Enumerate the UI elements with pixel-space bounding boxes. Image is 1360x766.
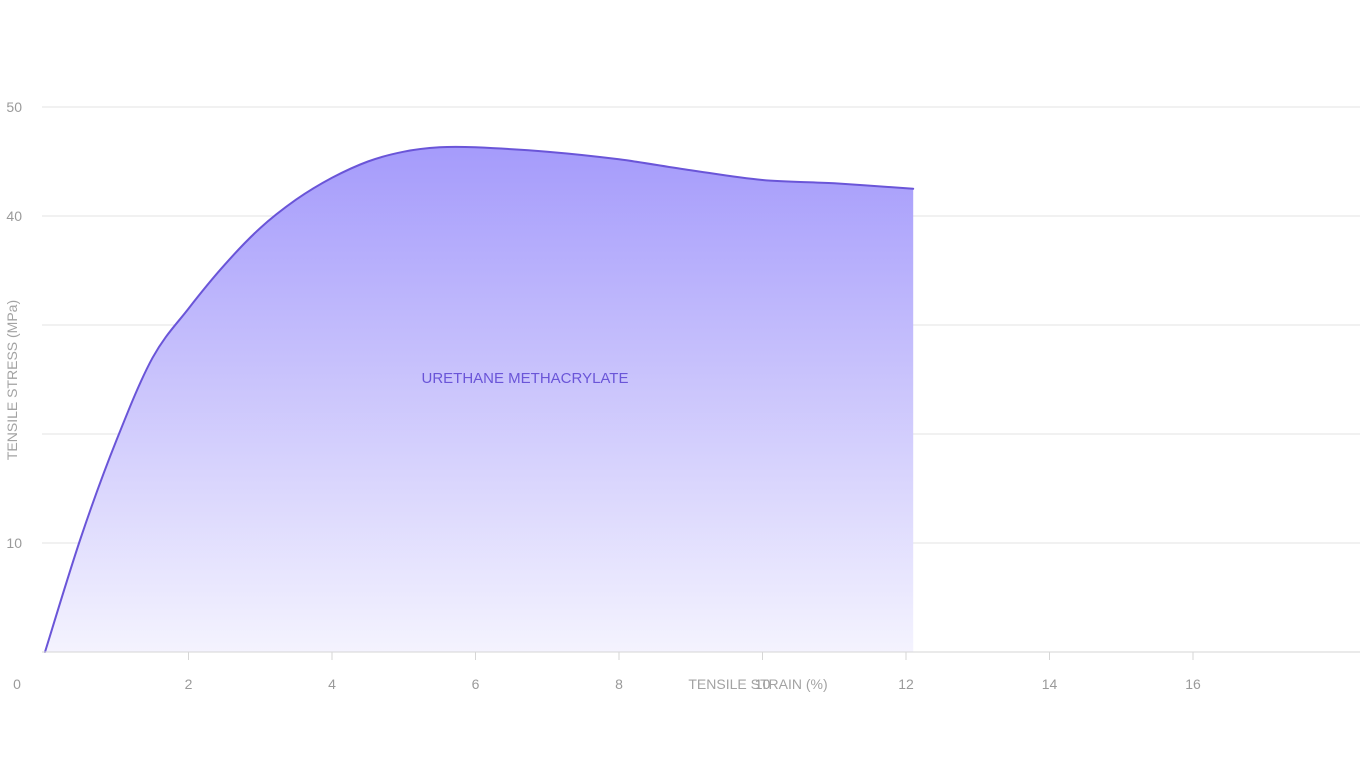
x-tick-label-4: 4 [328, 676, 336, 692]
series-area-fill [45, 146, 914, 652]
x-tick-label-8: 8 [615, 676, 623, 692]
y-tick-label-40: 40 [6, 208, 22, 224]
y-tick-label-10: 10 [6, 535, 22, 551]
area-layer [44, 145, 915, 653]
tick-labels: 0 2 4 6 8 10 12 14 16 50 40 10 [6, 99, 1201, 692]
series-label: URETHANE METHACRYLATE [422, 370, 629, 387]
x-tick-label-16: 16 [1185, 676, 1201, 692]
x-tick-label-14: 14 [1042, 676, 1058, 692]
y-tick-label-50: 50 [6, 99, 22, 115]
x-tick-label-2: 2 [185, 676, 193, 692]
x-axis [42, 651, 1360, 660]
x-tick-label-10: 10 [755, 676, 771, 692]
x-tick-label-0: 0 [13, 676, 21, 692]
y-axis-title: TENSILE STRESS (MPa) [4, 300, 20, 460]
x-axis-title: TENSILE STRAIN (%) [688, 676, 827, 692]
x-tick-label-6: 6 [472, 676, 480, 692]
series-line [44, 145, 915, 653]
x-tick-label-12: 12 [898, 676, 914, 692]
